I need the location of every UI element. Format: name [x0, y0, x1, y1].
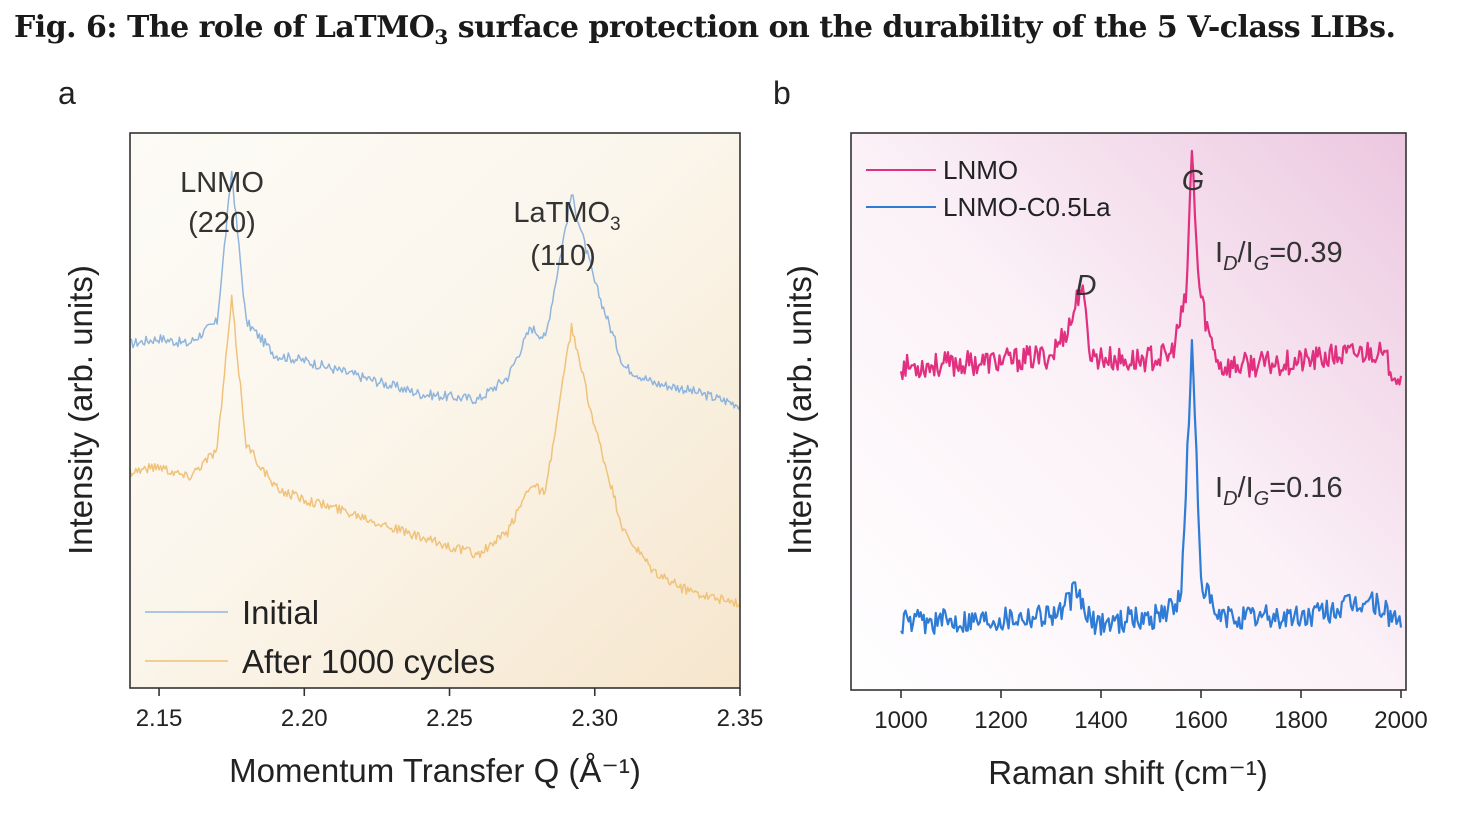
- panel-label-b: b: [773, 75, 791, 111]
- annotation-latmo3-110-index: (110): [530, 240, 596, 272]
- legend-label-after-cycles: After 1000 cycles: [242, 643, 495, 680]
- series-line-after-1000-cycles: [129, 294, 741, 608]
- ratio-annotation-lnmo: ID/IG=0.39: [1215, 237, 1343, 275]
- plot-frame-a: [129, 132, 741, 689]
- annotation-d-band: D: [1076, 270, 1097, 302]
- panel-label-a: a: [58, 75, 76, 111]
- x-tick-label: 2.20: [281, 705, 328, 732]
- x-tick-label: 2000: [1374, 707, 1427, 734]
- legend-label-initial: Initial: [242, 594, 319, 631]
- x-ticks-b: 1000 1200 1400 1600 1800 2000: [874, 690, 1428, 734]
- x-tick-label: 1400: [1074, 707, 1127, 734]
- x-tick-label: 2.30: [571, 705, 618, 732]
- plot-area-a: [130, 133, 740, 688]
- series-line-lnmo-c0-5la: [900, 339, 1403, 636]
- annotation-lnmo-220-name: LNMO: [180, 167, 264, 199]
- x-tick-label: 2.15: [136, 705, 183, 732]
- legend-label-lnmo: LNMO: [943, 155, 1018, 185]
- figure-title: Fig. 6: The role of LaTMO3 surface prote…: [14, 10, 1396, 49]
- x-tick-label: 1200: [974, 707, 1027, 734]
- legend-label-lnmo-c05la: LNMO-C0.5La: [943, 192, 1111, 222]
- series-group-b: [899, 149, 1403, 636]
- x-tick-label: 2.35: [717, 705, 764, 732]
- y-axis-label-b: Intensity (arb. units): [781, 265, 818, 555]
- x-axis-label-b: Raman shift (cm⁻¹): [988, 754, 1268, 791]
- series-line-lnmo: [899, 149, 1403, 386]
- x-axis-label-a: Momentum Transfer Q (Å⁻¹): [229, 752, 641, 789]
- series-group-a: [129, 170, 741, 608]
- x-tick-label: 1000: [874, 707, 927, 734]
- series-line-initial: [129, 170, 741, 410]
- x-tick-label: 1600: [1174, 707, 1227, 734]
- annotation-g-band: G: [1182, 165, 1205, 197]
- annotation-lnmo-220-index: (220): [188, 207, 256, 239]
- x-tick-label: 1800: [1274, 707, 1327, 734]
- x-tick-label: 2.25: [426, 705, 473, 732]
- plot-frame-b: [850, 132, 1407, 691]
- ratio-annotation-lnmo-c05la: ID/IG=0.16: [1215, 472, 1343, 510]
- x-ticks-a: 2.15 2.20 2.25 2.30 2.35: [136, 688, 764, 732]
- y-axis-label-a: Intensity (arb. units): [62, 265, 99, 555]
- plot-area-b: [851, 133, 1406, 690]
- annotation-latmo3-name: LaTMO3: [513, 197, 620, 235]
